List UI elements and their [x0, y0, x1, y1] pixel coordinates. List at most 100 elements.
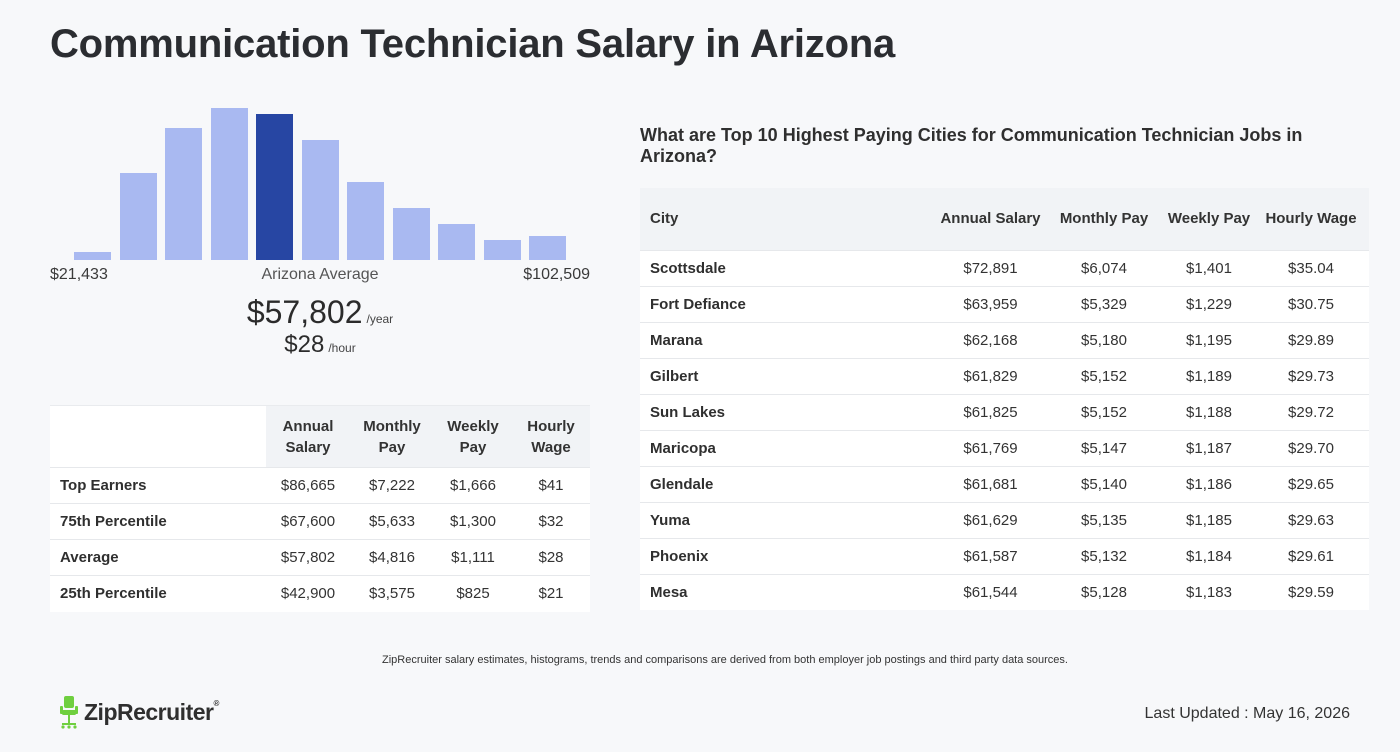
average-hourly: $28/hour [50, 331, 590, 359]
percentile-cell: $1,111 [434, 539, 512, 576]
percentile-cell: $67,600 [266, 503, 350, 540]
percentile-header-blank [50, 405, 266, 468]
histogram-bar [438, 224, 475, 260]
city-cell: $61,544 [938, 573, 1043, 610]
city-name: Scottsdale [640, 249, 938, 286]
city-cell: $61,681 [938, 465, 1043, 502]
city-cell: $61,769 [938, 429, 1043, 466]
salary-histogram [50, 95, 590, 260]
percentile-cell: $1,666 [434, 467, 512, 504]
disclaimer: ZipRecruiter salary estimates, histogram… [382, 654, 1068, 666]
histogram-bar [74, 252, 111, 260]
city-name: Yuma [640, 501, 938, 538]
average-annual: $57,802/year [50, 294, 590, 331]
city-name: Mesa [640, 573, 938, 610]
percentile-cell: $3,575 [350, 575, 434, 612]
city-cell: $1,188 [1165, 393, 1253, 430]
city-cell: $1,184 [1165, 537, 1253, 574]
table-row: Top Earners $86,665 $7,222 $1,666 $41 [50, 467, 590, 504]
city-cell: $63,959 [938, 285, 1043, 322]
percentile-row-label: Average [50, 539, 266, 576]
percentile-row-label: 75th Percentile [50, 503, 266, 540]
table-row: Phoenix $61,587 $5,132 $1,184 $29.61 [640, 537, 1369, 574]
percentile-cell: $4,816 [350, 539, 434, 576]
ziprecruiter-logo[interactable]: ZipRecruiter® [58, 695, 219, 729]
city-name: Glendale [640, 465, 938, 502]
city-cell: $61,825 [938, 393, 1043, 430]
percentile-row-label: Top Earners [50, 467, 266, 504]
percentile-cell: $7,222 [350, 467, 434, 504]
city-cell: $5,180 [1043, 321, 1165, 358]
city-cell: $5,329 [1043, 285, 1165, 322]
percentile-header-hourly: Hourly Wage [512, 405, 590, 468]
table-row: 75th Percentile $67,600 $5,633 $1,300 $32 [50, 503, 590, 540]
city-cell: $5,135 [1043, 501, 1165, 538]
table-row: Mesa $61,544 $5,128 $1,183 $29.59 [640, 573, 1369, 610]
city-cell: $29.70 [1253, 429, 1369, 466]
city-name: Phoenix [640, 537, 938, 574]
city-cell: $6,074 [1043, 249, 1165, 286]
percentile-cell: $825 [434, 575, 512, 612]
cities-header-annual: Annual Salary [938, 188, 1043, 250]
city-name: Fort Defiance [640, 285, 938, 322]
percentile-header-row: Annual Salary Monthly Pay Weekly Pay Hou… [50, 405, 590, 468]
percentile-cell: $57,802 [266, 539, 350, 576]
histogram-bar [165, 128, 202, 260]
city-cell: $5,128 [1043, 573, 1165, 610]
city-cell: $62,168 [938, 321, 1043, 358]
city-cell: $1,401 [1165, 249, 1253, 286]
table-row: Gilbert $61,829 $5,152 $1,189 $29.73 [640, 357, 1369, 394]
percentile-cell: $41 [512, 467, 590, 504]
histogram-bar [119, 173, 157, 260]
city-cell: $5,152 [1043, 357, 1165, 394]
city-cell: $61,829 [938, 357, 1043, 394]
percentile-cell: $21 [512, 575, 590, 612]
cities-title: What are Top 10 Highest Paying Cities fo… [640, 125, 1303, 166]
city-cell: $72,891 [938, 249, 1043, 286]
cities-header-city: City [640, 188, 938, 250]
percentile-cell: $32 [512, 503, 590, 540]
city-cell: $29.65 [1253, 465, 1369, 502]
city-cell: $5,147 [1043, 429, 1165, 466]
histogram-bar [301, 140, 339, 260]
cities-header-hourly: Hourly Wage [1253, 188, 1369, 250]
percentile-cell: $5,633 [350, 503, 434, 540]
city-cell: $29.61 [1253, 537, 1369, 574]
histogram-bar [529, 236, 566, 260]
cities-header-row: City Annual Salary Monthly Pay Weekly Pa… [640, 188, 1369, 250]
city-cell: $29.72 [1253, 393, 1369, 430]
percentile-header-weekly: Weekly Pay [434, 405, 512, 468]
histogram-bar [210, 108, 248, 260]
histogram-bar-average [256, 114, 293, 260]
city-cell: $29.59 [1253, 573, 1369, 610]
percentile-cell: $1,300 [434, 503, 512, 540]
percentile-table: Annual Salary Monthly Pay Weekly Pay Hou… [50, 405, 590, 612]
average-annual-value: $57,802 [246, 294, 363, 330]
histogram-bar [392, 208, 430, 260]
cities-header-monthly: Monthly Pay [1043, 188, 1165, 250]
city-cell: $61,587 [938, 537, 1043, 574]
histogram-bar [483, 240, 521, 260]
table-row: Scottsdale $72,891 $6,074 $1,401 $35.04 [640, 249, 1369, 286]
page-title: Communication Technician Salary in Arizo… [50, 22, 896, 66]
city-cell: $1,186 [1165, 465, 1253, 502]
average-annual-unit: /year [366, 312, 394, 326]
city-cell: $1,229 [1165, 285, 1253, 322]
city-cell: $5,132 [1043, 537, 1165, 574]
table-row: 25th Percentile $42,900 $3,575 $825 $21 [50, 575, 590, 612]
city-cell: $1,183 [1165, 573, 1253, 610]
city-cell: $30.75 [1253, 285, 1369, 322]
logo-wordmark: ZipRecruiter [84, 698, 214, 725]
average-hourly-unit: /hour [328, 341, 356, 355]
histogram-min-label: $21,433 [50, 266, 108, 283]
city-cell: $5,152 [1043, 393, 1165, 430]
table-row: Sun Lakes $61,825 $5,152 $1,188 $29.72 [640, 393, 1369, 430]
table-row: Average $57,802 $4,816 $1,111 $28 [50, 539, 590, 576]
city-cell: $29.89 [1253, 321, 1369, 358]
table-row: Glendale $61,681 $5,140 $1,186 $29.65 [640, 465, 1369, 502]
percentile-cell: $42,900 [266, 575, 350, 612]
last-updated: Last Updated : May 16, 2026 [1144, 705, 1350, 722]
city-cell: $35.04 [1253, 249, 1369, 286]
logo-text: ZipRecruiter® [84, 699, 219, 726]
city-cell: $1,195 [1165, 321, 1253, 358]
